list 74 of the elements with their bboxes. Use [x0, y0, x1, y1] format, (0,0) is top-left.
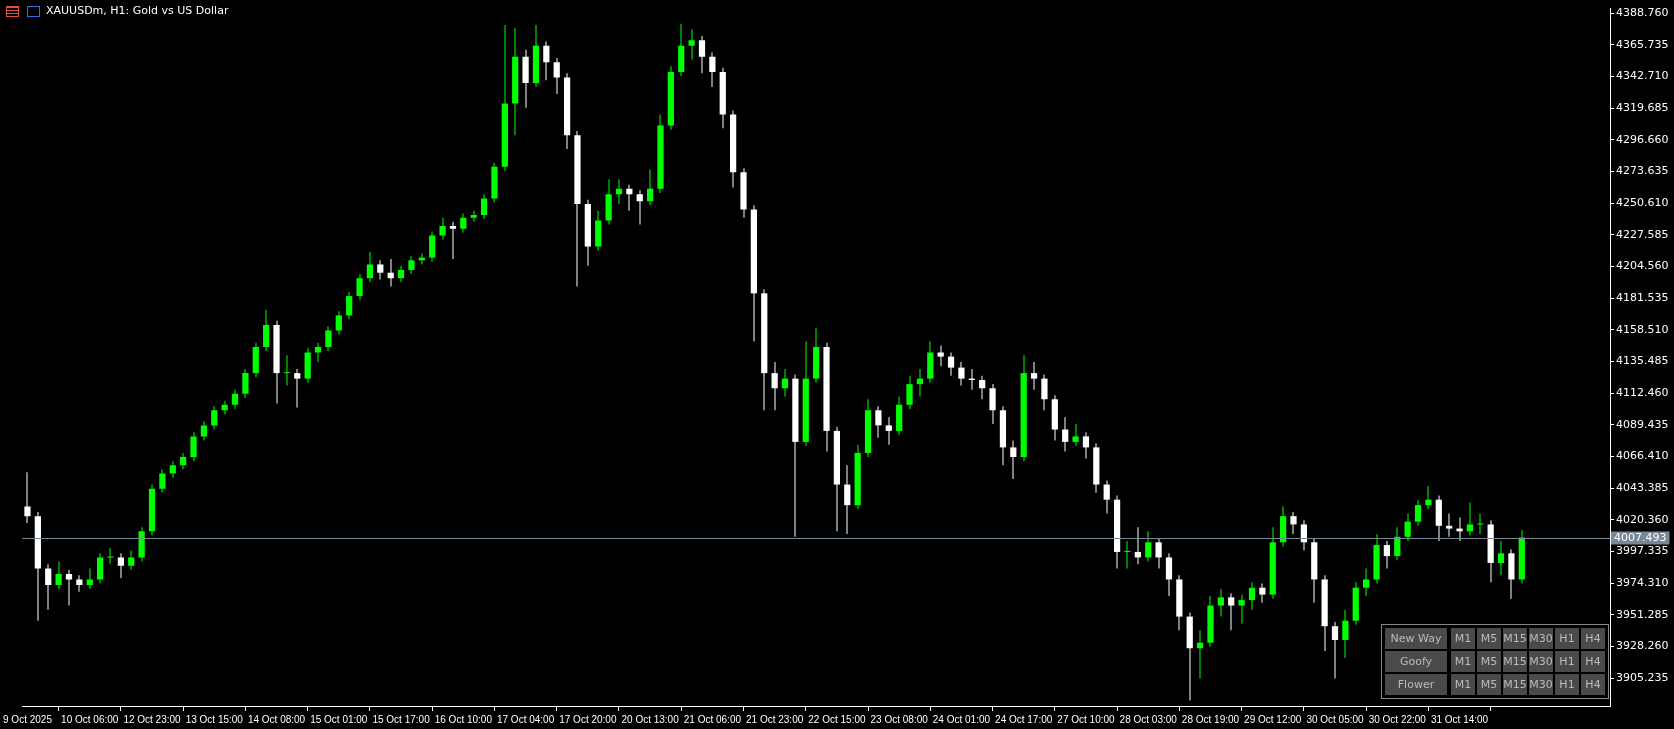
y-tick-label: 4250.610 — [1616, 195, 1669, 209]
y-tick-label: 4135.485 — [1616, 354, 1669, 368]
y-tick-label: 4365.735 — [1616, 37, 1669, 51]
annotation: H1 — [1555, 651, 1579, 672]
candlestick — [449, 221, 457, 259]
y-tick-label: 4066.410 — [1616, 449, 1669, 463]
x-tick-label: 15 Oct 17:00 — [372, 713, 431, 725]
annotation: Goofy — [1385, 651, 1447, 672]
x-tick-label: 28 Oct 19:00 — [1181, 713, 1240, 725]
x-tick-label: 15 Oct 01:00 — [310, 713, 368, 725]
annotation: Flower — [1385, 674, 1447, 695]
candlestick — [1446, 513, 1453, 537]
candlestick — [283, 355, 291, 386]
annotation: M30 — [1529, 651, 1553, 672]
x-tick-label: 21 Oct 23:00 — [746, 713, 804, 725]
y-tick-label: 4158.510 — [1616, 322, 1669, 336]
y-tick-label: 4388.760 — [1616, 5, 1669, 19]
annotation: H4 — [1581, 651, 1605, 672]
annotation: H4 — [1581, 674, 1605, 695]
x-tick-label: 28 Oct 03:00 — [1119, 713, 1178, 725]
x-tick-label: 24 Oct 01:00 — [932, 713, 991, 725]
x-tick-label: 14 Oct 08:00 — [247, 713, 306, 725]
y-tick-label: 4020.360 — [1616, 512, 1669, 526]
annotation: M5 — [1477, 651, 1501, 672]
x-tick-label: 29 Oct 12:00 — [1244, 713, 1302, 725]
x-tick-label: 20 Oct 13:00 — [621, 713, 680, 725]
x-tick-label: 9 Oct 2025 — [3, 713, 53, 725]
x-tick-label: 13 Oct 15:00 — [185, 713, 244, 725]
annotation: H1 — [1555, 628, 1579, 649]
y-tick-label: 4089.435 — [1616, 417, 1669, 431]
annotation: M5 — [1477, 674, 1501, 695]
y-tick-label: 4319.685 — [1616, 100, 1669, 114]
annotation: M15 — [1503, 628, 1527, 649]
candlestick — [1477, 513, 1484, 535]
annotation: M1 — [1451, 651, 1475, 672]
annotation: M30 — [1529, 628, 1553, 649]
annotation: M1 — [1451, 674, 1475, 695]
annotation: H1 — [1555, 674, 1579, 695]
x-tick-label: 16 Oct 10:00 — [434, 713, 493, 725]
y-tick-label: 3951.285 — [1616, 607, 1669, 621]
x-tick-label: 22 Oct 15:00 — [808, 713, 866, 725]
x-tick-label: 12 Oct 23:00 — [123, 713, 182, 725]
y-tick-label: 4227.585 — [1616, 227, 1669, 241]
y-tick-label: 4342.710 — [1616, 69, 1669, 83]
y-tick-label: 3997.335 — [1616, 544, 1669, 558]
y-tick-label: 3974.310 — [1616, 576, 1669, 590]
annotation: M15 — [1503, 651, 1527, 672]
annotation: M1 — [1451, 628, 1475, 649]
chart-title: XAUUSDm, H1: Gold vs US Dollar — [46, 4, 229, 17]
y-tick-label: 4204.560 — [1616, 259, 1669, 273]
y-tick-label: 4273.635 — [1616, 164, 1669, 178]
x-tick-label: 30 Oct 05:00 — [1306, 713, 1365, 725]
x-tick-label: 24 Oct 17:00 — [995, 713, 1053, 725]
annotation: H4 — [1581, 628, 1605, 649]
y-tick-label: 4112.460 — [1616, 385, 1669, 399]
x-tick-label: 30 Oct 22:00 — [1368, 713, 1427, 725]
candlestick — [1124, 540, 1131, 569]
x-tick-label: 17 Oct 04:00 — [496, 713, 555, 725]
x-tick-label: 31 Oct 14:00 — [1430, 713, 1489, 725]
annotation: M15 — [1503, 674, 1527, 695]
x-tick-label: 23 Oct 08:00 — [870, 713, 929, 725]
x-tick-label: 27 Oct 10:00 — [1057, 713, 1116, 725]
y-tick-label: 4181.535 — [1616, 290, 1669, 304]
y-tick-label: 3905.235 — [1616, 671, 1669, 685]
annotation: New Way — [1385, 628, 1447, 649]
y-tick-label: 4296.660 — [1616, 132, 1669, 146]
y-tick-label: 4043.385 — [1616, 480, 1669, 494]
annotation: M30 — [1529, 674, 1553, 695]
x-tick-label: 10 Oct 06:00 — [61, 713, 119, 725]
ref-line-label: 4007.493 — [1614, 531, 1667, 545]
y-tick-label: 3928.260 — [1616, 639, 1669, 653]
x-tick-label: 17 Oct 20:00 — [559, 713, 617, 725]
x-tick-label: 21 Oct 06:00 — [683, 713, 742, 725]
annotation: M5 — [1477, 628, 1501, 649]
